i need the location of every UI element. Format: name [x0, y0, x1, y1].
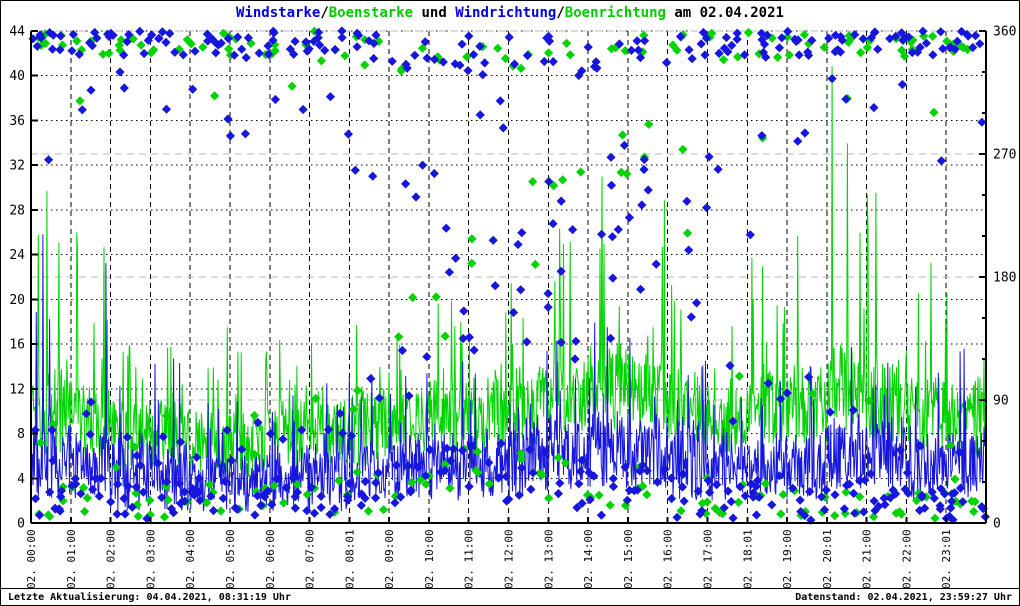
y-right-tick-label: 270 — [993, 148, 1016, 163]
y-left-tick-label: 36 — [9, 114, 25, 129]
y-left-tick-label: 12 — [9, 382, 25, 397]
x-tick-label: 02. 22:00 — [900, 529, 913, 589]
y-right-tick-label: 180 — [993, 271, 1016, 286]
x-tick-label: 02. 00:00 — [25, 529, 38, 589]
x-tick-label: 02. 06:00 — [264, 529, 277, 589]
x-tick-label: 02. 12:00 — [503, 529, 516, 589]
y-left-tick-label: 32 — [9, 159, 25, 174]
y-left-tick-label: 40 — [9, 69, 25, 84]
x-tick-label: 02. 13:00 — [542, 529, 555, 589]
title-segment-5: / — [556, 5, 565, 21]
status-bar: Letzte Aktualisierung: 04.04.2021, 08:31… — [1, 588, 1019, 605]
x-tick-label: 02. 19:00 — [781, 529, 794, 589]
title-segment-0: Windstarke — [236, 5, 321, 21]
data-timestamp-text: Datenstand: 02.04.2021, 23:59:27 Uhr — [795, 591, 1012, 603]
x-tick-label: 02. 07:00 — [304, 529, 317, 589]
y-left-tick-label: 28 — [9, 203, 25, 218]
x-tick-label: 02. 02:00 — [105, 529, 118, 589]
y-left-tick-label: 4 — [17, 472, 25, 487]
y-left-tick-label: 8 — [17, 427, 25, 442]
y-right-tick-label: 90 — [993, 394, 1009, 409]
y-left-tick-label: 0 — [17, 517, 25, 532]
title-segment-3: und — [413, 5, 456, 21]
x-tick-label: 02. 16:00 — [662, 529, 675, 589]
x-tick-label: 02. 21:00 — [861, 529, 874, 589]
last-update-text: Letzte Aktualisierung: 04.04.2021, 08:31… — [8, 591, 291, 603]
title-segment-1: / — [320, 5, 329, 21]
title-segment-6: Boenrichtung — [564, 5, 666, 21]
x-tick-label: 02. 11:00 — [463, 529, 476, 589]
x-tick-label: 02. 08:01 — [343, 529, 356, 589]
title-segment-4: Windrichtung — [455, 5, 557, 21]
x-tick-label: 02. 17:00 — [701, 529, 714, 589]
chart-title: Windstarke/Boenstarke und Windrichtung/B… — [1, 5, 1019, 21]
x-tick-label: 02. 15:00 — [622, 529, 635, 589]
y-right-tick-label: 360 — [993, 25, 1016, 40]
windstarke-line — [30, 234, 986, 512]
x-tick-label: 02. 03:00 — [144, 529, 157, 589]
x-tick-label: 02. 05:00 — [224, 529, 237, 589]
y-left-tick-label: 20 — [9, 293, 25, 308]
x-tick-label: 02. 23:01 — [940, 529, 953, 589]
x-tick-label: 02. 09:00 — [383, 529, 396, 589]
x-tick-label: 02. 10:00 — [423, 529, 436, 589]
x-tick-label: 02. 04:00 — [184, 529, 197, 589]
title-segment-7: am 02.04.2021 — [665, 5, 784, 21]
x-tick-label: 02. 14:00 — [582, 529, 595, 589]
y-right-tick-label: 0 — [993, 517, 1001, 532]
y-left-tick-label: 16 — [9, 338, 25, 353]
x-tick-label: 02. 01:00 — [65, 529, 78, 589]
y-left-tick-label: 44 — [9, 25, 25, 40]
title-segment-2: Boenstarke — [328, 5, 414, 21]
x-tick-label: 02. 18:01 — [741, 529, 754, 589]
x-tick-label: 02. 20:01 — [821, 529, 834, 589]
y-left-tick-label: 24 — [9, 248, 25, 263]
